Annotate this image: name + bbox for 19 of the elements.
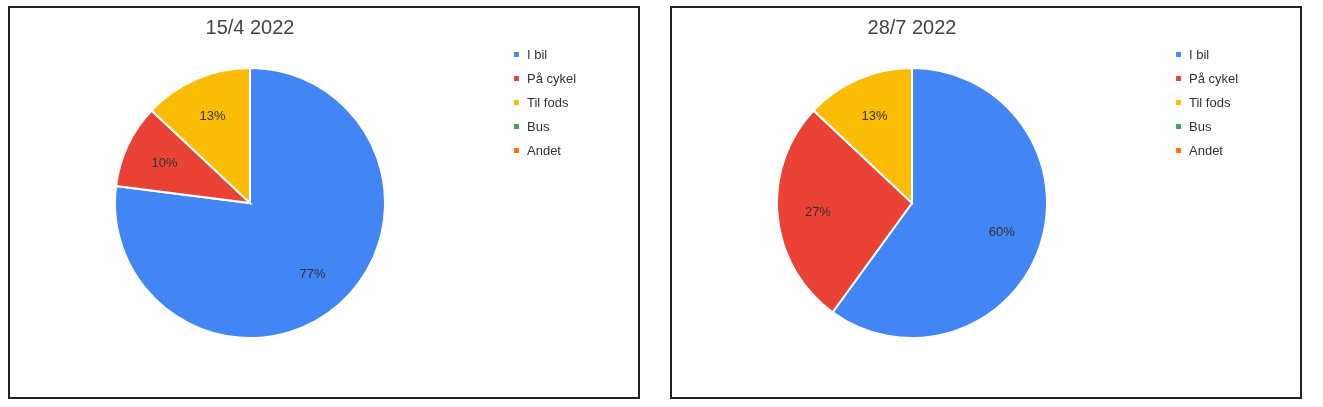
legend-label: På cykel: [527, 70, 577, 86]
legend-label: Bus: [527, 118, 550, 134]
legend-label: Til fods: [1189, 94, 1231, 110]
legend-label: Til fods: [527, 94, 569, 110]
legend-label: Andet: [1189, 142, 1224, 158]
data-label: 13%: [199, 108, 226, 124]
chart-title: 28/7 2022: [867, 16, 957, 38]
pie-slice: [114, 67, 386, 339]
data-label: 77%: [299, 265, 326, 281]
legend-label: Andet: [527, 142, 562, 158]
data-label: 27%: [804, 203, 832, 219]
legend-label: Bus: [1189, 118, 1212, 134]
data-label: 13%: [861, 108, 888, 124]
legend-label: I bil: [527, 46, 548, 62]
legend-label: På cykel: [1189, 70, 1239, 86]
chart-title: 15/4 2022: [205, 16, 295, 38]
data-label: 60%: [988, 224, 1016, 240]
legend-label: I bil: [1189, 46, 1210, 62]
data-label: 10%: [151, 154, 178, 170]
